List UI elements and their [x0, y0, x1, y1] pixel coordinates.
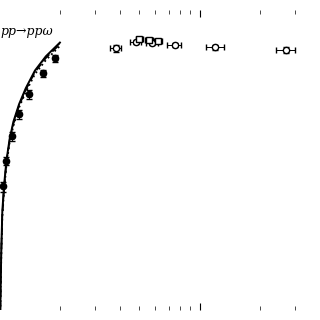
Text: pp→ppω: pp→ppω [0, 26, 53, 38]
